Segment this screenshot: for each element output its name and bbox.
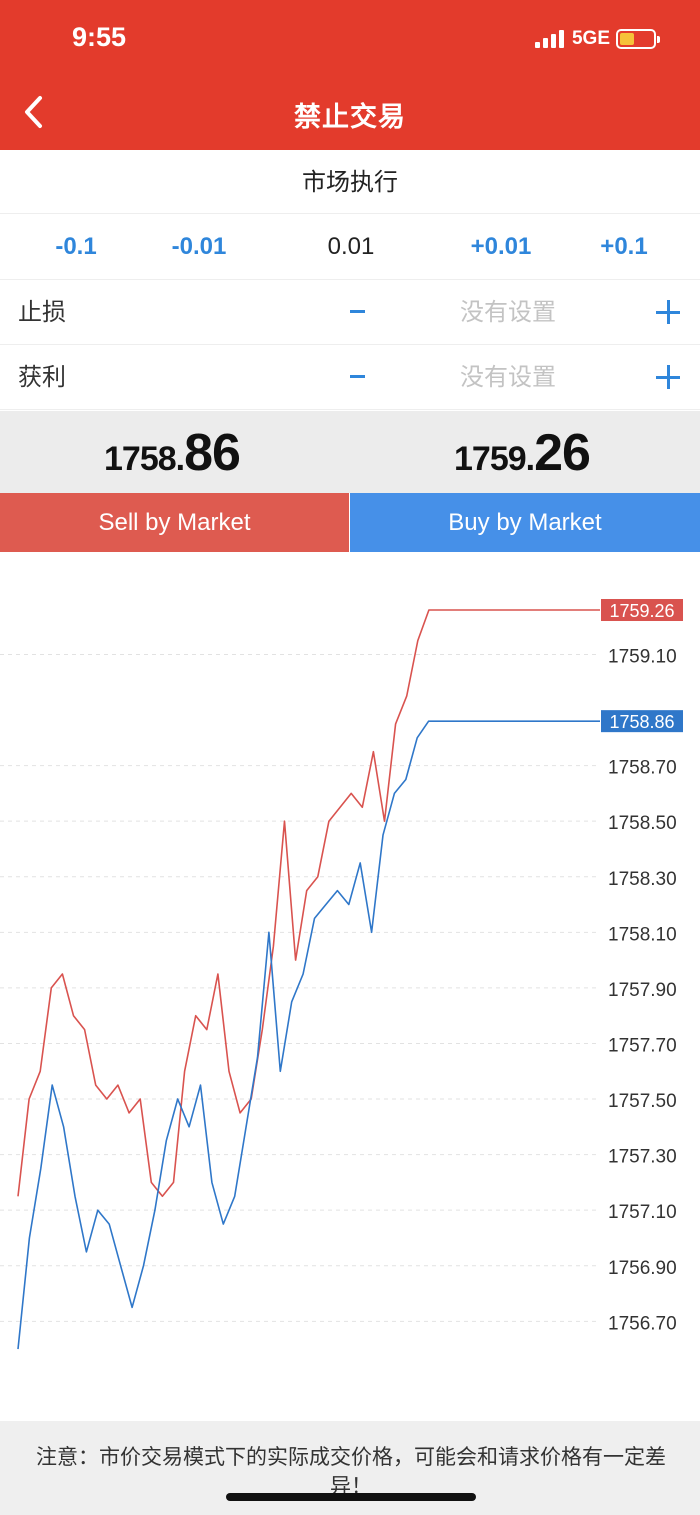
buy-price-main: 1759. — [454, 440, 535, 478]
take-profit-label: 获利 — [18, 363, 66, 391]
home-indicator — [226, 1493, 476, 1501]
take-profit-minus-button[interactable] — [350, 375, 365, 378]
sell-price-big: 86 — [184, 424, 241, 482]
y-tick-label: 1757.10 — [608, 1202, 677, 1223]
take-profit-row: 获利 没有设置 — [0, 345, 700, 410]
stop-loss-row: 止损 没有设置 — [0, 280, 700, 345]
price-panel: 1758.86 1759.26 — [0, 411, 700, 493]
network-type: 5GE — [571, 28, 610, 49]
y-tick-label: 1758.50 — [608, 813, 677, 834]
y-tick-label: 1759.10 — [608, 646, 677, 667]
take-profit-value[interactable]: 没有设置 — [460, 363, 556, 391]
price-line-1 — [17, 720, 440, 1350]
price-line-0 — [17, 609, 440, 1198]
volume-row: -0.1 -0.01 0.01 +0.01 +0.1 — [0, 214, 700, 280]
page-title: 禁止交易 — [294, 102, 406, 133]
app-header: 9:55 5GE 禁止交易 — [0, 0, 700, 150]
status-time: 9:55 — [72, 22, 127, 52]
current-price-label-1: 1758.86 — [609, 712, 674, 732]
price-chart: 1759.10 1758.70 1758.50 1758.30 1758.10 1757.… — [0, 599, 683, 1350]
sell-price: 1758.86 — [104, 423, 241, 483]
battery-icon — [616, 29, 660, 49]
y-tick-label: 1757.70 — [608, 1035, 677, 1056]
y-tick-label: 1758.10 — [608, 924, 677, 945]
current-price-badge-1 — [601, 710, 683, 733]
volume-plus-0.01-button[interactable]: +0.01 — [470, 233, 532, 260]
take-profit-plus-button[interactable] — [656, 365, 680, 389]
volume-value[interactable]: 0.01 — [327, 233, 375, 260]
stop-loss-minus-button[interactable] — [350, 310, 365, 313]
sell-price-main: 1758. — [104, 440, 185, 478]
buy-price: 1759.26 — [454, 423, 591, 483]
execution-mode-selector[interactable]: 市场执行 — [0, 150, 700, 214]
chevron-left-icon — [25, 96, 42, 128]
buy-by-market-button[interactable]: Buy by Market — [350, 493, 700, 552]
volume-minus-0.01-button[interactable]: -0.01 — [171, 233, 227, 260]
signal-icon — [534, 30, 564, 48]
back-button[interactable] — [18, 92, 54, 132]
stop-loss-label: 止损 — [18, 298, 66, 326]
y-tick-label: 1758.70 — [608, 758, 677, 779]
y-tick-label: 1757.90 — [608, 980, 677, 1001]
status-icons: 5GE — [534, 28, 660, 50]
y-tick-label: 1757.30 — [608, 1147, 677, 1168]
y-tick-label: 1756.90 — [608, 1258, 677, 1279]
current-price-label-0: 1759.26 — [609, 601, 674, 621]
y-tick-label: 1758.30 — [608, 869, 677, 890]
volume-plus-0.1-button[interactable]: +0.1 — [600, 233, 648, 260]
buy-price-big: 26 — [534, 424, 591, 482]
y-tick-label: 1756.70 — [608, 1313, 677, 1334]
current-price-badge-0 — [601, 599, 683, 622]
sell-by-market-button[interactable]: Sell by Market — [0, 493, 349, 552]
y-tick-label: 1757.50 — [608, 1091, 677, 1112]
stop-loss-plus-button[interactable] — [656, 300, 680, 324]
stop-loss-value[interactable]: 没有设置 — [460, 298, 556, 326]
volume-minus-0.1-button[interactable]: -0.1 — [55, 233, 97, 260]
